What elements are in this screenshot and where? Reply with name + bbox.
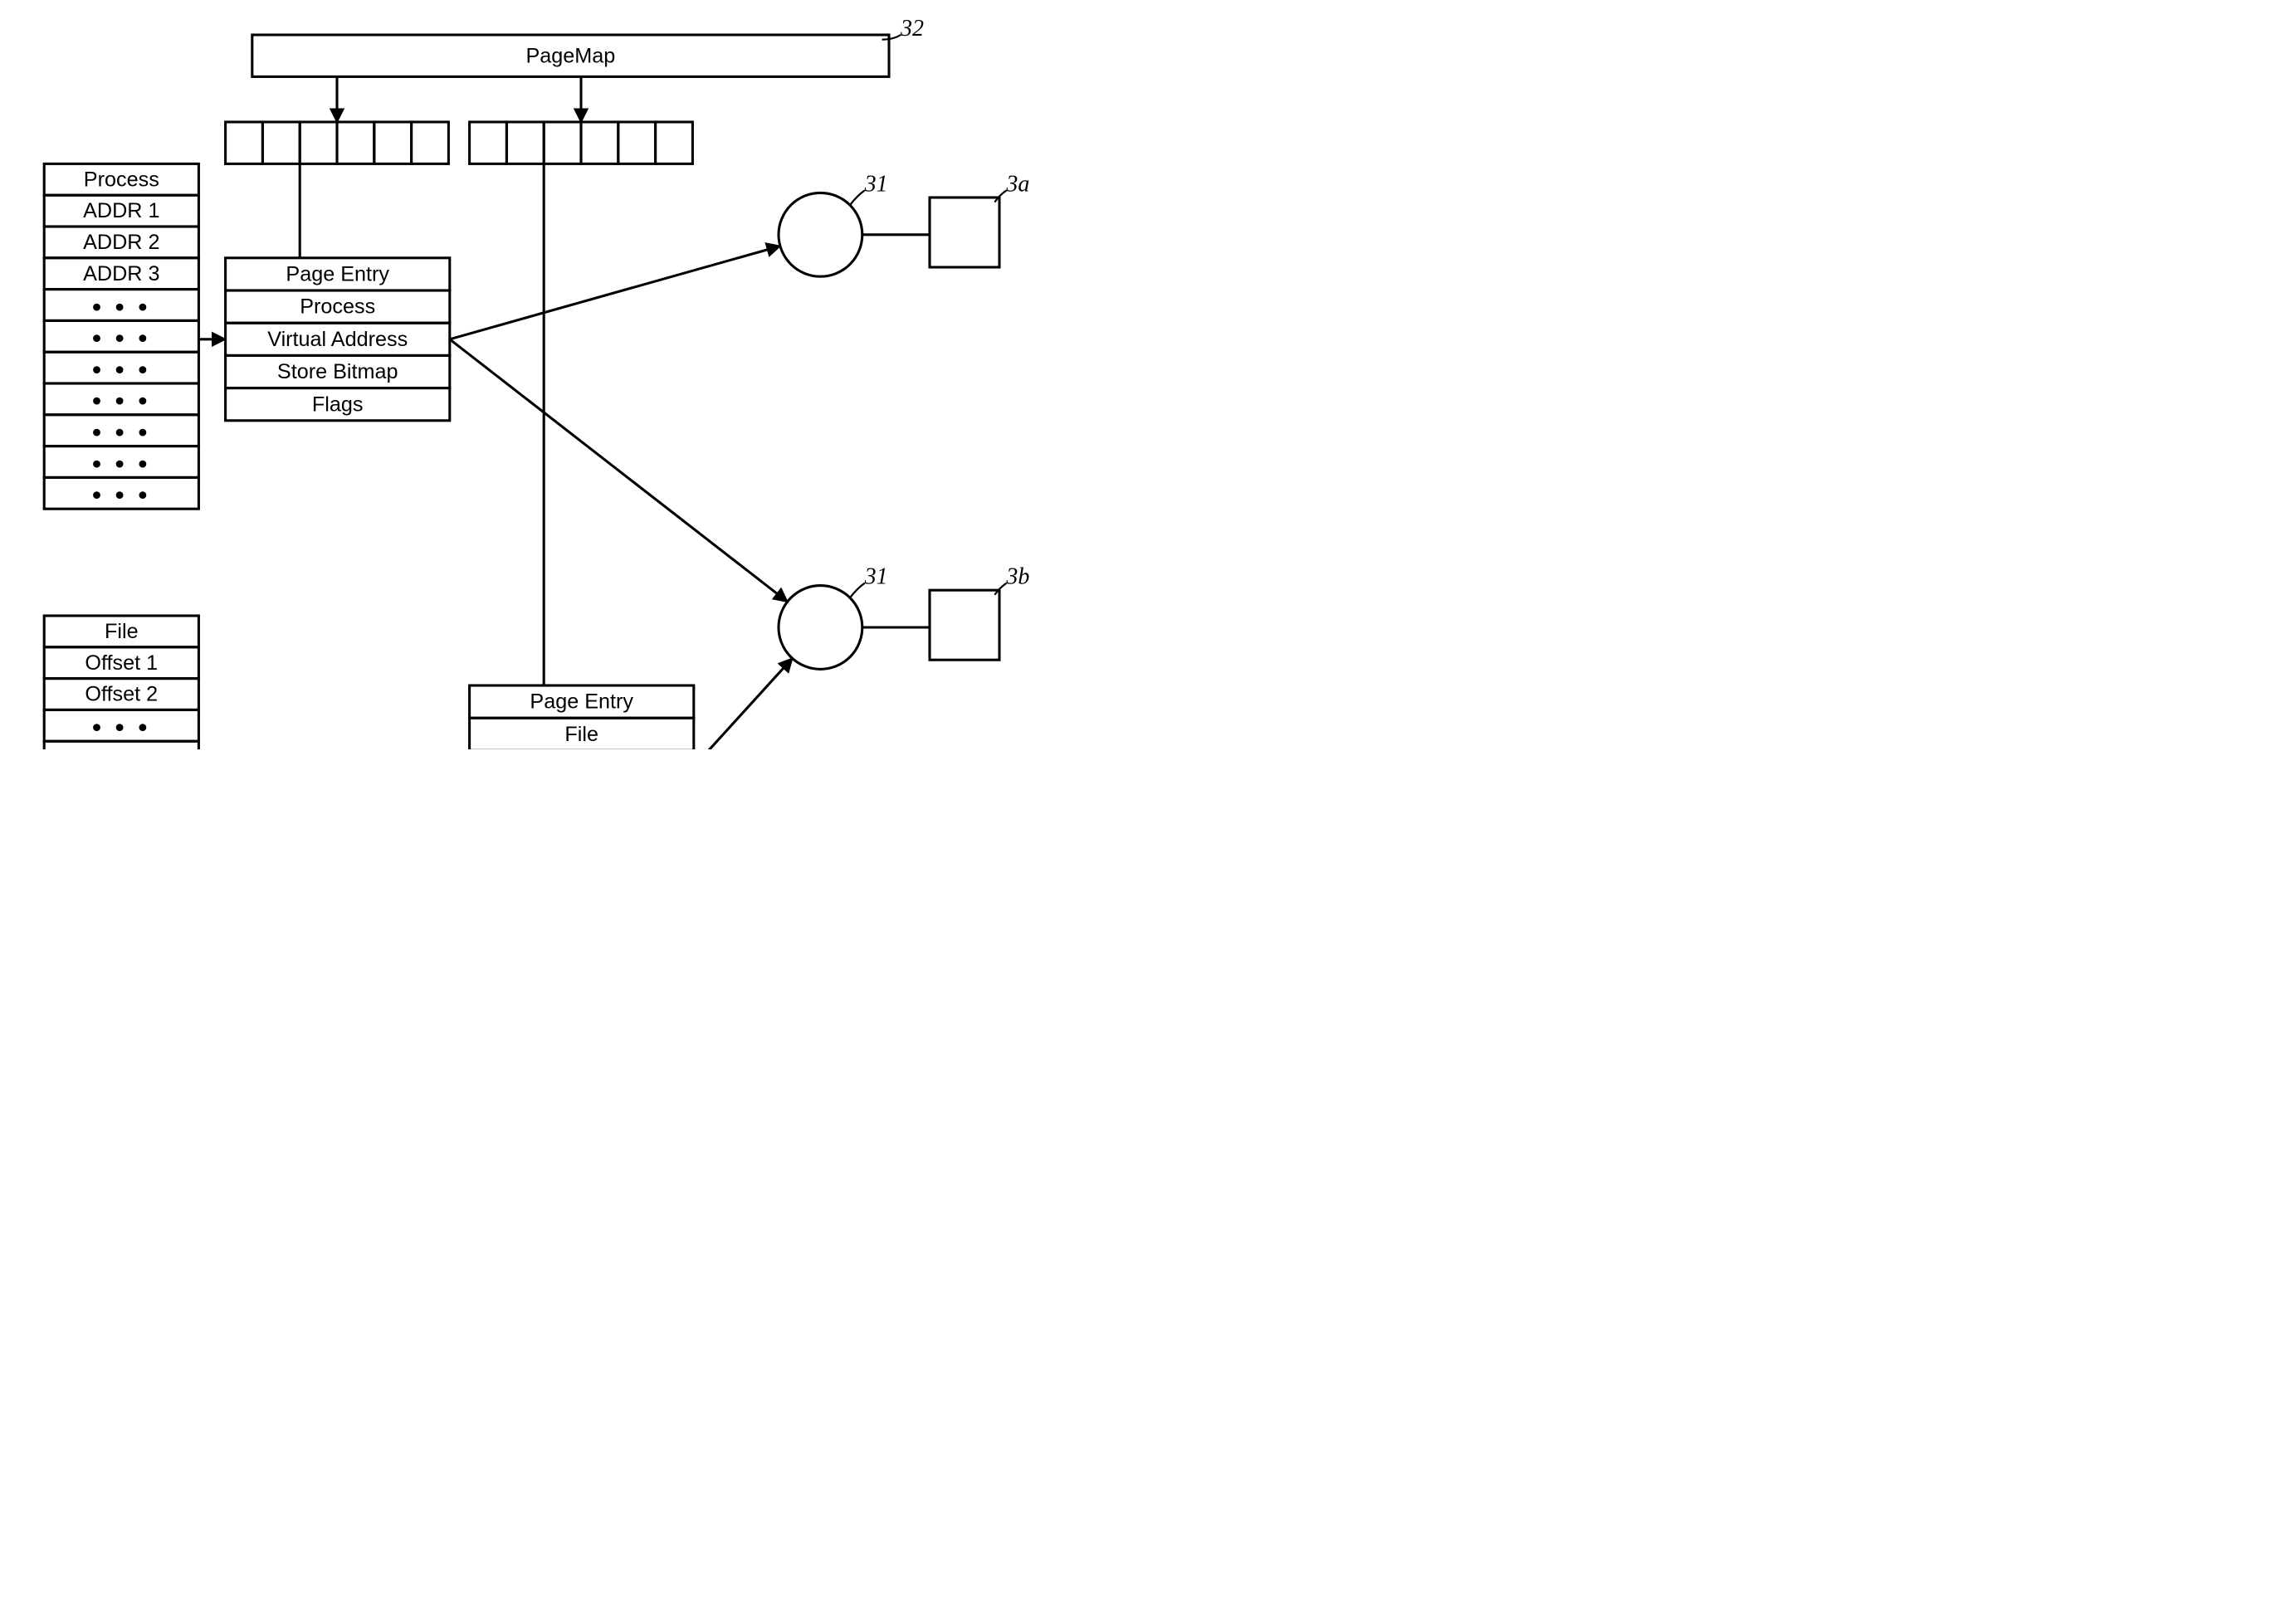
file-table: FileOffset 1Offset 2• • •• • •• • •• • •… — [44, 616, 198, 749]
ellipsis: • • • — [92, 324, 150, 353]
ellipsis: • • • — [92, 480, 150, 510]
fan-e2-0 — [694, 658, 793, 749]
ellipsis: • • • — [92, 386, 150, 415]
fan-e1-0 — [450, 246, 780, 339]
ellipsis: • • • — [92, 354, 150, 383]
page-entry-2-row-1: File — [564, 723, 598, 746]
page-entry-1-row-1: Process — [300, 295, 375, 319]
diagram-root: PageMap32ProcessADDR 1ADDR 2ADDR 3• • ••… — [0, 0, 2276, 749]
process-table-row-0: Process — [84, 168, 159, 191]
page-entry-1-row-0: Page Entry — [286, 262, 389, 285]
process-table-row-3: ADDR 3 — [83, 262, 159, 285]
page-entry-1-row-4: Flags — [312, 393, 364, 416]
file-table-row-2: Offset 2 — [85, 683, 158, 706]
file-table-row-0: File — [105, 620, 139, 643]
process-table: ProcessADDR 1ADDR 2ADDR 3• • •• • •• • •… — [44, 163, 198, 509]
page-entry-1-row-3: Store Bitmap — [277, 360, 398, 383]
target-square-1 — [930, 590, 999, 660]
ref-32: 32 — [900, 16, 924, 41]
bucket-array-left — [226, 122, 449, 163]
target-square-0 — [930, 198, 999, 267]
ref-31-1: 31 — [864, 564, 888, 590]
page-entry-1-row-2: Virtual Address — [267, 328, 408, 351]
ref-31-0: 31 — [864, 171, 888, 197]
file-table-row-1: Offset 1 — [85, 651, 158, 675]
ref-3b: 3b — [1005, 564, 1029, 590]
ellipsis: • • • — [92, 417, 150, 446]
process-table-row-2: ADDR 2 — [83, 231, 159, 254]
fan-e1-1 — [450, 339, 788, 602]
ellipsis: • • • — [92, 713, 150, 742]
pagemap-label: PageMap — [525, 44, 615, 67]
ellipsis: • • • — [92, 292, 150, 321]
page-entry-2-row-0: Page Entry — [530, 690, 633, 714]
process-table-row-1: ADDR 1 — [83, 199, 159, 222]
page-entry-2: Page EntryFileOffsetStore BitmapFlags — [470, 685, 694, 749]
ref-3a: 3a — [1005, 171, 1029, 197]
page-entry-1: Page Entry Process Virtual Address Store Bi… — [226, 258, 450, 421]
ellipsis: • • • — [92, 449, 150, 478]
ellipsis: • • • — [92, 744, 150, 749]
bucket-array-right — [470, 122, 693, 163]
